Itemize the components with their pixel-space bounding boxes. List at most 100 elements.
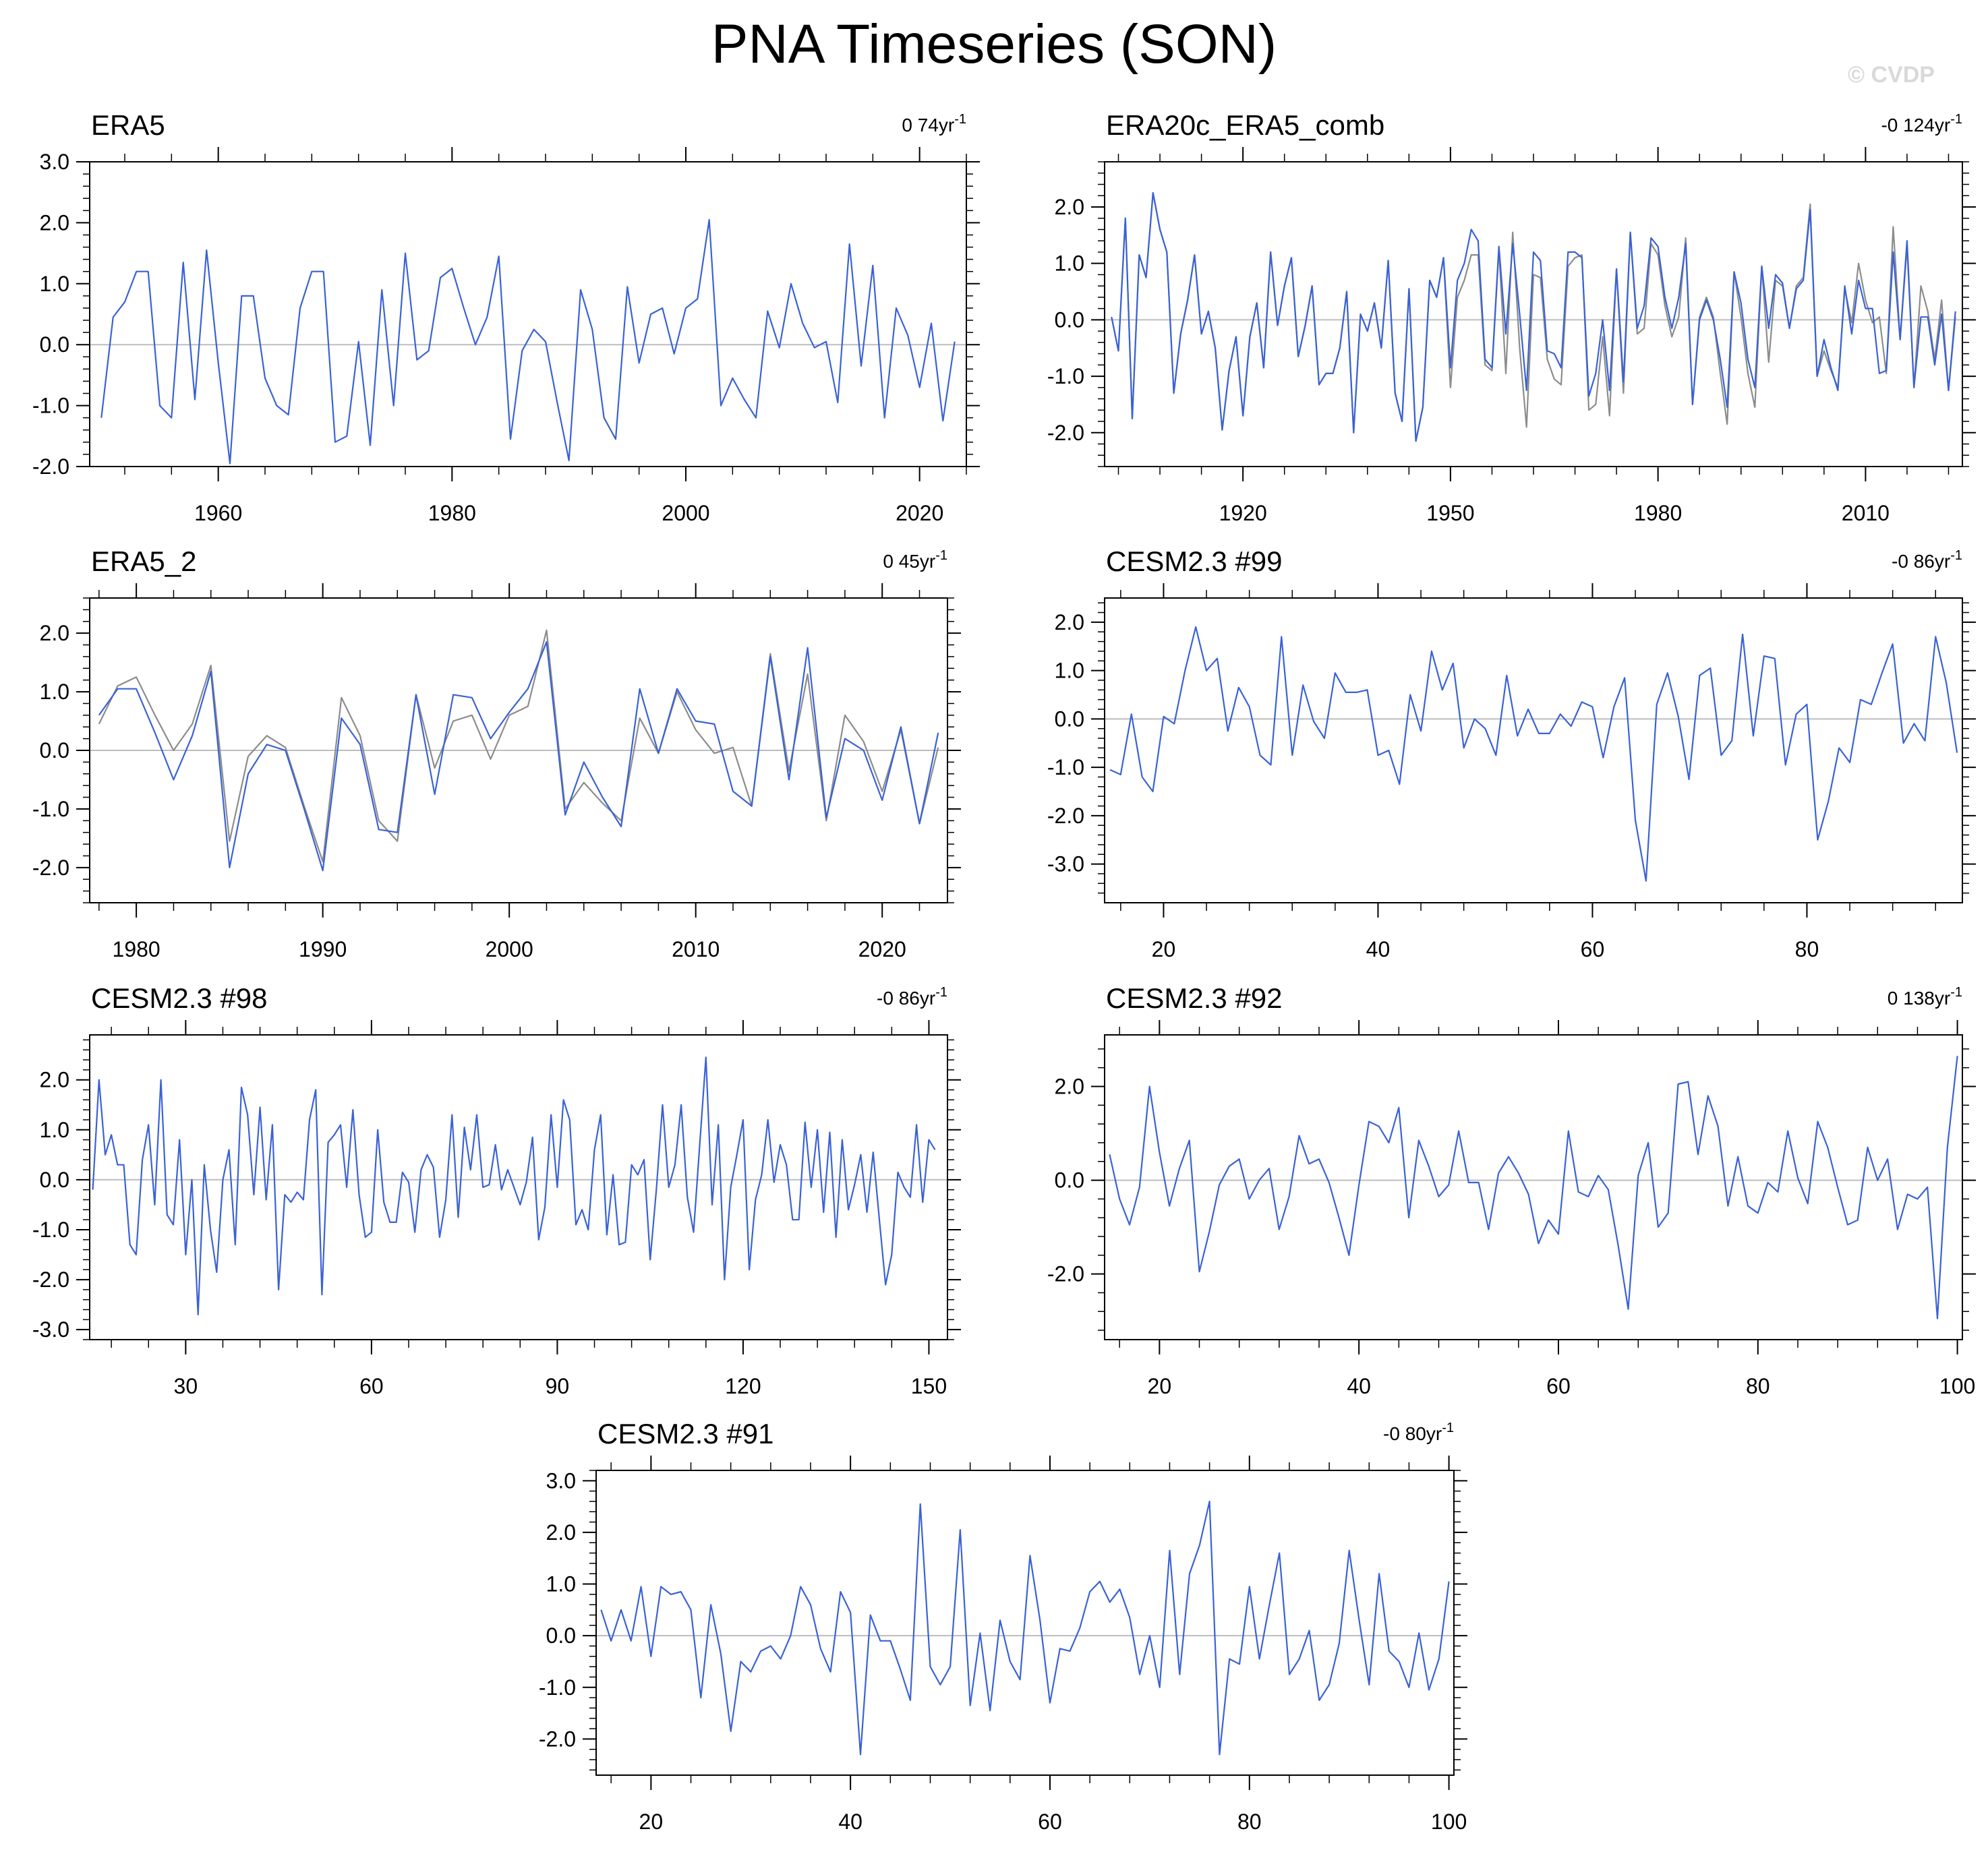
trend-unit: -1 xyxy=(935,985,947,1000)
y-tick-label: -2.0 xyxy=(32,1267,69,1292)
trend-unit: -1 xyxy=(1950,985,1962,1000)
y-tick-label: 2.0 xyxy=(40,621,69,645)
y-tick-label: 0.0 xyxy=(40,738,69,763)
panel-era5-2: 2.0 1.0 0.0 -1.0 -2.0 1980 1990 2000 2010 2020 ERA… xyxy=(32,545,961,961)
y-tick-label: -1.0 xyxy=(32,797,69,821)
x-tick-label: 60 xyxy=(1581,937,1605,961)
y-tick-label: -1.0 xyxy=(32,1218,69,1242)
panel-cesm2-3-99: 2.0 1.0 0.0 -1.0 -2.0 -3.0 20 40 60 80 CESM2.3 #99… xyxy=(1047,545,1976,961)
x-tick-label: 60 xyxy=(1546,1374,1571,1398)
x-tick-label: 1950 xyxy=(1426,501,1474,525)
y-tick-label: -2.0 xyxy=(1047,421,1084,445)
panel-title: CESM2.3 #91 xyxy=(597,1418,773,1450)
x-tick-label: 2020 xyxy=(858,937,906,961)
y-tick-label: 1.0 xyxy=(40,1118,69,1142)
y-tick-label: -1.0 xyxy=(1047,755,1084,779)
x-tick-label: 100 xyxy=(1431,1810,1467,1834)
series-line-era20c xyxy=(1111,191,1956,442)
figure-title: PNA Timeseries (SON) xyxy=(711,13,1277,75)
y-tick-label: 0.0 xyxy=(546,1623,576,1648)
y-tick-label: 2.0 xyxy=(40,1068,69,1092)
plot-frame xyxy=(89,1034,948,1340)
x-tick-label: 80 xyxy=(1237,1810,1262,1834)
y-tick-label: -1.0 xyxy=(1047,364,1084,388)
y-tick-label: 2.0 xyxy=(1055,1074,1084,1098)
series-line-cesm2-3-91 xyxy=(600,1500,1450,1756)
series-line-era5 xyxy=(1111,191,1956,442)
y-tick-label: 0.0 xyxy=(1055,307,1084,332)
x-tick-label: 60 xyxy=(359,1374,384,1398)
trend-value: 0 45yr xyxy=(883,551,935,572)
panel-title: ERA20c_ERA5_comb xyxy=(1106,109,1384,141)
trend-unit: -1 xyxy=(935,548,947,563)
panel-title: ERA5 xyxy=(91,109,165,141)
series-line-era5-2 xyxy=(98,641,939,872)
plot-frame xyxy=(1104,1034,1963,1340)
y-tick-label: -1.0 xyxy=(32,394,69,418)
series-line-cesm2-3-92 xyxy=(1109,1056,1958,1319)
plot-frame xyxy=(595,1470,1455,1776)
x-tick-label: 2010 xyxy=(672,937,720,961)
y-tick-label: 0.0 xyxy=(1055,1168,1084,1193)
x-tick-label: 40 xyxy=(838,1810,863,1834)
y-tick-label: 3.0 xyxy=(40,150,69,174)
x-tick-label: 2020 xyxy=(896,501,943,525)
x-tick-label: 80 xyxy=(1746,1374,1770,1398)
x-tick-label: 1980 xyxy=(1634,501,1682,525)
plot-frame xyxy=(1104,161,1963,467)
panel-title: CESM2.3 #92 xyxy=(1106,982,1282,1014)
trend-label: 0 45yr-1 xyxy=(883,548,947,572)
y-tick-label: 2.0 xyxy=(546,1520,576,1545)
x-tick-label: 40 xyxy=(1366,937,1391,961)
trend-label: -0 86yr-1 xyxy=(1892,548,1962,572)
series-line-cesm2-3-99 xyxy=(1109,626,1958,882)
trend-unit: -1 xyxy=(1950,112,1962,127)
x-tick-label: 80 xyxy=(1795,937,1819,961)
plot-frame xyxy=(89,161,967,467)
x-tick-label: 1980 xyxy=(428,501,476,525)
x-tick-label: 2000 xyxy=(486,937,533,961)
trend-value: 0 138yr xyxy=(1888,988,1950,1009)
y-tick-label: 1.0 xyxy=(546,1572,576,1596)
trend-value: -0 86yr xyxy=(1892,551,1950,572)
trend-unit: -1 xyxy=(1950,548,1962,563)
y-tick-label: 2.0 xyxy=(40,210,69,235)
y-tick-label: -2.0 xyxy=(1047,1262,1084,1286)
panel-cesm2-3-98: 2.0 1.0 0.0 -1.0 -2.0 -3.0 30 60 90 120 150 CESM2.3… xyxy=(32,982,961,1398)
x-tick-label: 60 xyxy=(1038,1810,1062,1834)
trend-value: -0 80yr xyxy=(1383,1423,1442,1444)
trend-label: 0 74yr-1 xyxy=(902,112,966,136)
x-tick-label: 20 xyxy=(1152,937,1176,961)
panel-title: ERA5_2 xyxy=(91,545,196,577)
x-tick-label: 20 xyxy=(639,1810,664,1834)
trend-label: -0 124yr-1 xyxy=(1881,112,1962,136)
plot-frame xyxy=(1104,597,1963,903)
series-line-era5 xyxy=(98,629,939,863)
y-tick-label: -2.0 xyxy=(1047,804,1084,828)
panel-era5: 3.0 2.0 1.0 0.0 -1.0 -2.0 1960 1980 2000 2020 ERA5… xyxy=(32,109,980,525)
series-line-era5 xyxy=(100,218,956,465)
y-tick-label: -2.0 xyxy=(539,1727,576,1751)
trend-unit: -1 xyxy=(954,112,966,127)
trend-label: -0 86yr-1 xyxy=(877,985,947,1009)
trend-label: -0 80yr-1 xyxy=(1383,1421,1454,1444)
y-tick-label: 2.0 xyxy=(1055,610,1084,634)
x-tick-label: 40 xyxy=(1347,1374,1371,1398)
trend-value: -0 124yr xyxy=(1881,115,1950,136)
y-tick-label: 1.0 xyxy=(1055,251,1084,276)
panel-cesm2-3-92: 2.0 0.0 -2.0 20 40 60 80 100 CESM2.3 #92 0 138yr-… xyxy=(1047,982,1976,1398)
trend-value: 0 74yr xyxy=(902,115,954,136)
y-tick-label: -3.0 xyxy=(32,1317,69,1342)
y-tick-label: -1.0 xyxy=(539,1675,576,1700)
x-tick-label: 100 xyxy=(1939,1374,1975,1398)
y-tick-label: 0.0 xyxy=(40,332,69,357)
y-tick-label: 1.0 xyxy=(40,680,69,704)
x-tick-label: 120 xyxy=(725,1374,761,1398)
panel-title: CESM2.3 #99 xyxy=(1106,545,1282,577)
y-tick-label: 1.0 xyxy=(40,272,69,296)
panel-cesm2-3-91: 3.0 2.0 1.0 0.0 -1.0 -2.0 20 40 60 80 100 CESM2.3 #… xyxy=(539,1418,1467,1834)
y-tick-label: -3.0 xyxy=(1047,852,1084,876)
panel-era20c-era5-comb: 2.0 1.0 0.0 -1.0 -2.0 1920 1950 1980 2010 ERA20c_… xyxy=(1047,109,1976,525)
trend-label: 0 138yr-1 xyxy=(1888,985,1962,1009)
